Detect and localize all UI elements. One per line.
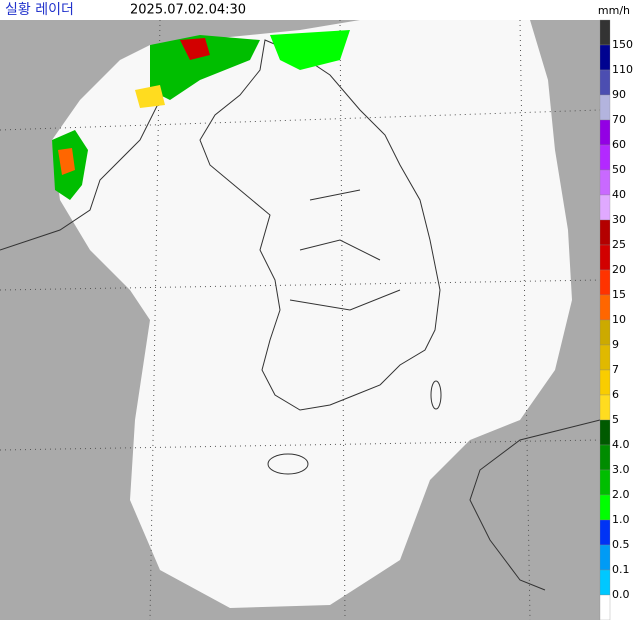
legend-swatch bbox=[599, 44, 611, 71]
legend-swatch bbox=[599, 394, 611, 421]
map bbox=[0, 19, 601, 621]
legend-swatch bbox=[599, 369, 611, 396]
legend-label: 9 bbox=[612, 338, 619, 351]
legend-swatch bbox=[599, 594, 611, 621]
legend-label: 25 bbox=[612, 238, 626, 251]
legend-label: 3.0 bbox=[612, 463, 630, 476]
legend-label: 20 bbox=[612, 263, 626, 276]
legend-label: 110 bbox=[612, 63, 633, 76]
legend-label: 15 bbox=[612, 288, 626, 301]
legend-label: 0.1 bbox=[612, 563, 630, 576]
legend-label: 4.0 bbox=[612, 438, 630, 451]
legend-swatch bbox=[599, 94, 611, 121]
legend-swatch bbox=[599, 319, 611, 346]
legend-label: 70 bbox=[612, 113, 626, 126]
header-bar bbox=[0, 0, 635, 20]
legend-label: 90 bbox=[612, 88, 626, 101]
legend-swatch bbox=[599, 294, 611, 321]
legend-swatch bbox=[599, 244, 611, 271]
legend-swatch bbox=[599, 144, 611, 171]
legend-swatch bbox=[599, 519, 611, 546]
legend-label: 150 bbox=[612, 38, 633, 51]
graticule bbox=[0, 19, 601, 621]
legend-swatch bbox=[599, 219, 611, 246]
legend-label: 6 bbox=[612, 388, 619, 401]
legend-swatch bbox=[599, 544, 611, 571]
radar-echoes bbox=[52, 30, 350, 200]
legend-swatch bbox=[599, 419, 611, 446]
legend-label: 60 bbox=[612, 138, 626, 151]
legend-swatch bbox=[599, 344, 611, 371]
legend-label: 7 bbox=[612, 363, 619, 376]
legend-label: 30 bbox=[612, 213, 626, 226]
legend-label: 0.0 bbox=[612, 588, 630, 601]
coastline bbox=[0, 39, 601, 591]
legend-swatch bbox=[599, 194, 611, 221]
legend-swatch bbox=[599, 169, 611, 196]
legend-swatch bbox=[599, 69, 611, 96]
legend-swatch bbox=[599, 444, 611, 471]
timestamp: 2025.07.02.04:30 bbox=[130, 3, 246, 18]
legend-label: 5 bbox=[612, 413, 619, 426]
legend-label: 40 bbox=[612, 188, 626, 201]
legend-swatch bbox=[599, 119, 611, 146]
legend: 150 110 90 70 60 50 40 30 25 20 15 10 9 7 6 5 4.0 3.0 2.0 1… bbox=[599, 19, 633, 621]
legend-swatch bbox=[599, 469, 611, 496]
title: 실황 레이더 bbox=[5, 2, 74, 18]
legend-label: 1.0 bbox=[612, 513, 630, 526]
legend-label: 2.0 bbox=[612, 488, 630, 501]
legend-swatch bbox=[599, 269, 611, 296]
legend-swatch bbox=[599, 494, 611, 521]
legend-label: 0.5 bbox=[612, 538, 630, 551]
unit: mm/h bbox=[598, 4, 630, 17]
legend-label: 10 bbox=[612, 313, 626, 326]
legend-swatch bbox=[599, 569, 611, 596]
radar-coverage bbox=[52, 20, 572, 608]
legend-swatch bbox=[599, 19, 611, 46]
legend-label: 50 bbox=[612, 163, 626, 176]
